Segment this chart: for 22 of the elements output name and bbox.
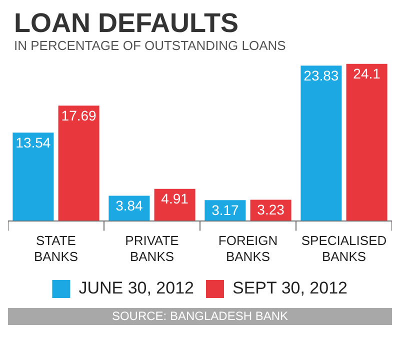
legend-label: SEPT 30, 2012 — [232, 278, 348, 298]
x-tick-label: PRIVATE BANKS — [125, 233, 180, 264]
legend-label: JUNE 30, 2012 — [78, 278, 194, 298]
data-label: 23.83 — [304, 67, 339, 84]
x-tick-label: FOREIGN BANKS — [218, 233, 278, 264]
data-label: 13.54 — [16, 134, 51, 150]
x-tick-label: STATE BANKS — [34, 233, 78, 264]
bar — [300, 66, 342, 221]
data-label: 24.1 — [353, 66, 381, 82]
x-tick-label: SPECIALISED BANKS — [301, 233, 387, 264]
bar — [58, 106, 100, 221]
data-label: 3.17 — [212, 202, 240, 218]
bar — [154, 188, 196, 221]
chart-title: LOAN DEFAULTS — [13, 8, 240, 38]
data-label: 3.84 — [116, 198, 144, 214]
data-label: 3.23 — [257, 202, 285, 218]
chart-subtitle: IN PERCENTAGE OF OUTSTANDING LOANS — [13, 38, 287, 54]
bar — [12, 132, 54, 221]
bar — [346, 64, 388, 221]
source-note: SOURCE: BANGLADESH BANK — [8, 308, 392, 325]
data-label: 17.69 — [61, 107, 97, 124]
data-label: 4.91 — [161, 190, 189, 207]
